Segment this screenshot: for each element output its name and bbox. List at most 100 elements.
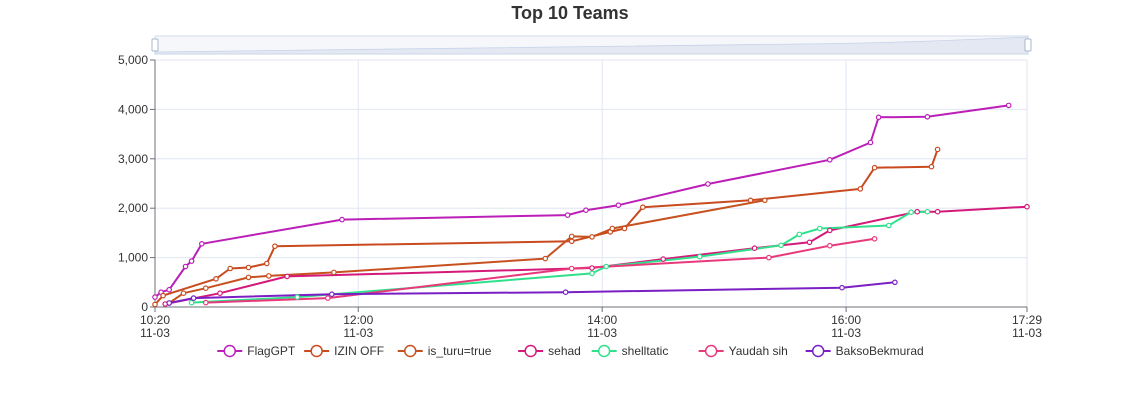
legend-item[interactable]: Yaudah sih — [698, 344, 788, 358]
data-point[interactable] — [188, 258, 195, 264]
legend: FlagGPT IZIN OFF is_turu=true sehad shelltat… — [217, 344, 924, 358]
legend-label: Yaudah sih — [729, 344, 788, 358]
legend-label: sehad — [548, 344, 581, 358]
legend-item[interactable]: is_turu=true — [397, 344, 492, 358]
data-point[interactable] — [227, 265, 234, 272]
data-point[interactable] — [583, 207, 589, 214]
data-point[interactable] — [705, 181, 711, 187]
legend-circle-marker — [310, 344, 323, 358]
data-point[interactable] — [875, 114, 882, 121]
data-point[interactable] — [761, 197, 768, 204]
data-point[interactable] — [928, 163, 935, 170]
legend-item[interactable]: FlagGPT — [217, 344, 296, 358]
data-point[interactable] — [203, 285, 209, 292]
data-point[interactable] — [826, 242, 833, 249]
data-point[interactable] — [660, 256, 667, 262]
data-point[interactable] — [152, 294, 158, 300]
data-point[interactable] — [603, 263, 610, 270]
data-point[interactable] — [339, 216, 345, 223]
data-point[interactable] — [294, 294, 301, 300]
data-point[interactable] — [778, 242, 784, 249]
data-point[interactable] — [816, 225, 823, 232]
series-line[interactable] — [154, 104, 1009, 298]
data-point[interactable] — [324, 295, 331, 301]
data-point[interactable] — [180, 290, 187, 297]
data-point[interactable] — [263, 260, 270, 267]
data-point[interactable] — [696, 253, 703, 260]
data-point[interactable] — [892, 279, 898, 286]
data-point[interactable] — [796, 231, 803, 238]
legend-label: IZIN OFF — [334, 344, 384, 358]
legend-item[interactable]: sehad — [518, 344, 581, 358]
data-zoom-left-handle[interactable] — [151, 38, 159, 52]
data-point[interactable] — [908, 209, 914, 216]
data-point[interactable] — [826, 227, 833, 234]
data-point[interactable] — [152, 301, 158, 308]
data-point[interactable] — [182, 263, 189, 270]
data-point[interactable] — [160, 292, 166, 299]
data-point[interactable] — [589, 234, 595, 240]
data-point[interactable] — [188, 299, 195, 306]
data-zoom-slider[interactable] — [151, 35, 1032, 55]
data-point[interactable] — [924, 114, 931, 120]
legend-item[interactable]: IZIN OFF — [304, 344, 384, 358]
data-point[interactable] — [245, 264, 252, 271]
data-point[interactable] — [328, 291, 335, 298]
data-point[interactable] — [272, 243, 278, 250]
series-line[interactable] — [205, 237, 875, 304]
data-point[interactable] — [245, 274, 252, 281]
data-point[interactable] — [542, 255, 549, 262]
data-point[interactable] — [166, 286, 173, 293]
data-point[interactable] — [914, 208, 921, 215]
data-point[interactable] — [568, 265, 575, 272]
data-point[interactable] — [857, 186, 864, 192]
data-point[interactable] — [1024, 203, 1030, 210]
data-point[interactable] — [217, 290, 223, 297]
y-tick-label: 3,000 — [118, 152, 148, 166]
legend-item[interactable]: BaksoBekmurad — [805, 344, 924, 358]
series-line[interactable] — [169, 281, 896, 304]
x-tick-time: 16:00 — [831, 313, 861, 327]
data-point[interactable] — [562, 289, 569, 296]
data-point[interactable] — [766, 254, 772, 261]
data-point[interactable] — [609, 225, 616, 232]
data-point[interactable] — [203, 299, 209, 306]
y-tick-label: 5,000 — [118, 53, 148, 67]
series-line[interactable] — [168, 199, 765, 304]
data-point[interactable] — [166, 300, 173, 306]
data-point[interactable] — [284, 273, 290, 280]
data-point[interactable] — [806, 239, 813, 246]
data-point[interactable] — [885, 222, 892, 229]
data-point[interactable] — [871, 164, 878, 171]
data-zoom-right-handle[interactable] — [1024, 38, 1032, 52]
data-point[interactable] — [265, 273, 272, 279]
data-point[interactable] — [615, 202, 622, 209]
data-point[interactable] — [639, 204, 646, 211]
data-point[interactable] — [190, 295, 197, 301]
series-points — [152, 102, 1030, 308]
data-point[interactable] — [826, 157, 833, 163]
data-point[interactable] — [747, 197, 754, 204]
data-point[interactable] — [924, 208, 931, 215]
data-point[interactable] — [867, 139, 874, 146]
data-point[interactable] — [213, 275, 219, 282]
data-point[interactable] — [751, 245, 758, 252]
data-point[interactable] — [839, 284, 845, 291]
data-point[interactable] — [568, 238, 575, 245]
data-point[interactable] — [621, 225, 628, 232]
data-point[interactable] — [589, 270, 595, 277]
legend-item[interactable]: shelltatic — [591, 344, 669, 358]
data-point[interactable] — [934, 208, 941, 215]
legend-label: FlagGPT — [247, 344, 296, 358]
data-point[interactable] — [568, 233, 575, 240]
data-point[interactable] — [871, 236, 878, 242]
data-point[interactable] — [1005, 102, 1012, 109]
data-point[interactable] — [199, 241, 205, 247]
data-point[interactable] — [934, 146, 941, 153]
legend-circle-marker — [704, 344, 718, 358]
legend-label: is_turu=true — [428, 344, 492, 358]
data-point[interactable] — [331, 269, 337, 276]
data-point[interactable] — [564, 212, 571, 218]
data-point[interactable] — [589, 265, 595, 271]
